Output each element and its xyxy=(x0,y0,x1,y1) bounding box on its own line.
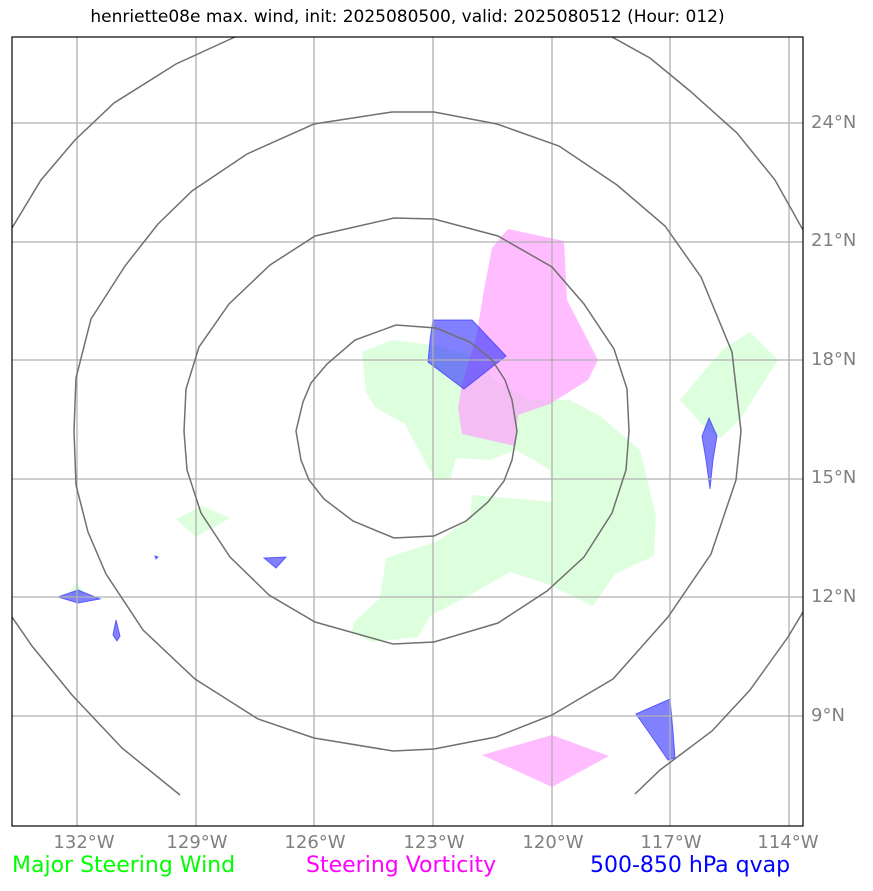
qvap-area xyxy=(154,555,159,560)
lat-label-21n: 21°N xyxy=(811,230,857,251)
lon-label-129w: 129°W xyxy=(166,832,228,853)
lat-label-15n: 15°N xyxy=(811,467,857,488)
steering-vorticity-layer xyxy=(458,229,609,787)
lat-label-18n: 18°N xyxy=(811,349,857,370)
distance-ring xyxy=(12,37,236,229)
legend-steering-vorticity: Steering Vorticity xyxy=(306,853,497,878)
qvap-area xyxy=(262,556,288,569)
distance-ring xyxy=(12,616,181,796)
lon-label-117w: 117°W xyxy=(640,832,702,853)
steering-vorticity-area xyxy=(482,735,609,787)
lon-label-123w: 123°W xyxy=(403,832,465,853)
qvap-area xyxy=(635,698,676,761)
legend-qvap: 500-850 hPa qvap xyxy=(590,853,791,878)
lon-label-120w: 120°W xyxy=(522,832,584,853)
distance-ring xyxy=(73,111,742,752)
steering-wind-layer xyxy=(70,332,778,642)
distance-ring xyxy=(634,611,803,795)
qvap-area xyxy=(112,619,121,642)
steering-wind-area xyxy=(352,340,656,642)
distance-rings xyxy=(12,37,803,796)
distance-ring xyxy=(611,37,803,231)
steering-wind-area xyxy=(680,332,778,438)
lon-label-126w: 126°W xyxy=(284,832,346,853)
lat-label-12n: 12°N xyxy=(811,586,857,607)
map-title: henriette08e max. wind, init: 2025080500… xyxy=(90,7,725,27)
lat-label-24n: 24°N xyxy=(811,112,857,133)
lon-label-114w: 114°W xyxy=(757,832,819,853)
steering-wind-area xyxy=(176,506,230,537)
legend-major-steering-wind: Major Steering Wind xyxy=(12,853,236,878)
qvap-area xyxy=(701,416,718,490)
steering-vorticity-area xyxy=(458,229,598,446)
lon-label-132w: 132°W xyxy=(53,832,115,853)
distance-ring xyxy=(295,324,518,539)
distance-ring xyxy=(183,217,630,645)
graticule xyxy=(12,37,803,826)
lat-label-9n: 9°N xyxy=(811,705,845,726)
qvap-area xyxy=(427,319,507,390)
map-frame xyxy=(11,36,804,827)
